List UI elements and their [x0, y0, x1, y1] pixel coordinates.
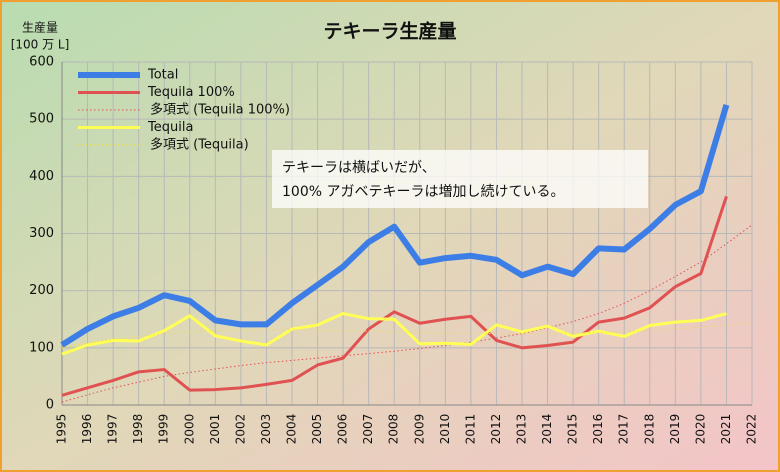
annotation-text: 100% アガベテキーラは増加し続けている。	[282, 183, 564, 200]
x-tick-label: 2013	[515, 414, 529, 445]
y-tick-label: 400	[29, 169, 54, 184]
x-tick-label: 2020	[693, 414, 707, 445]
x-tick-label: 2018	[642, 414, 656, 445]
x-tick-label: 2021	[719, 414, 733, 445]
series-line	[61, 195, 728, 397]
y-axis-label: [100 万 L]	[11, 38, 70, 52]
y-tick-label: 100	[29, 340, 54, 355]
x-tick-label: 2001	[208, 414, 222, 445]
y-tick-label: 300	[29, 226, 54, 241]
x-tick-label: 1999	[157, 414, 171, 445]
y-tick-label: 0	[46, 398, 54, 413]
y-tick-label: 600	[29, 55, 54, 70]
x-tick-label: 2019	[668, 414, 682, 445]
x-tick-label: 1997	[106, 414, 120, 445]
legend-label: 多項式 (Tequila 100%)	[150, 102, 290, 118]
x-tick-label: 1996	[80, 414, 94, 445]
annotation-box	[272, 150, 648, 208]
x-tick-label: 2011	[463, 414, 477, 445]
legend-label: Total	[147, 68, 178, 83]
x-tick-label: 2003	[259, 414, 273, 445]
series-line	[60, 104, 730, 348]
x-tick-label: 1995	[55, 414, 69, 445]
x-tick-label: 2014	[540, 414, 554, 445]
y-tick-label: 500	[29, 112, 54, 127]
x-tick-label: 2000	[182, 414, 196, 445]
series-line	[61, 312, 727, 356]
y-axis-label: 生産量	[22, 20, 58, 35]
x-tick-label: 2009	[412, 414, 426, 445]
legend-label: 多項式 (Tequila)	[150, 137, 249, 153]
y-tick-label: 200	[29, 283, 54, 298]
x-tick-label: 2015	[566, 414, 580, 445]
legend-label: Tequila 100%	[147, 85, 235, 100]
x-tick-label: 1998	[131, 414, 145, 445]
series-line	[61, 322, 753, 349]
x-tick-label: 2005	[310, 414, 324, 445]
x-tick-label: 2007	[361, 414, 375, 445]
annotation-text: テキーラは横ばいだが、	[282, 160, 436, 176]
x-tick-label: 2002	[233, 414, 247, 445]
chart-title: テキーラ生産量	[323, 20, 456, 43]
x-tick-label: 2004	[285, 414, 299, 445]
x-tick-label: 2008	[387, 414, 401, 445]
x-tick-label: 2022	[745, 414, 759, 445]
x-tick-label: 2010	[438, 414, 452, 445]
legend-label: Tequila	[147, 120, 193, 135]
x-tick-label: 2017	[617, 414, 631, 445]
x-tick-label: 2006	[336, 414, 350, 445]
x-tick-label: 2016	[591, 414, 605, 445]
x-tick-label: 2012	[489, 414, 503, 445]
